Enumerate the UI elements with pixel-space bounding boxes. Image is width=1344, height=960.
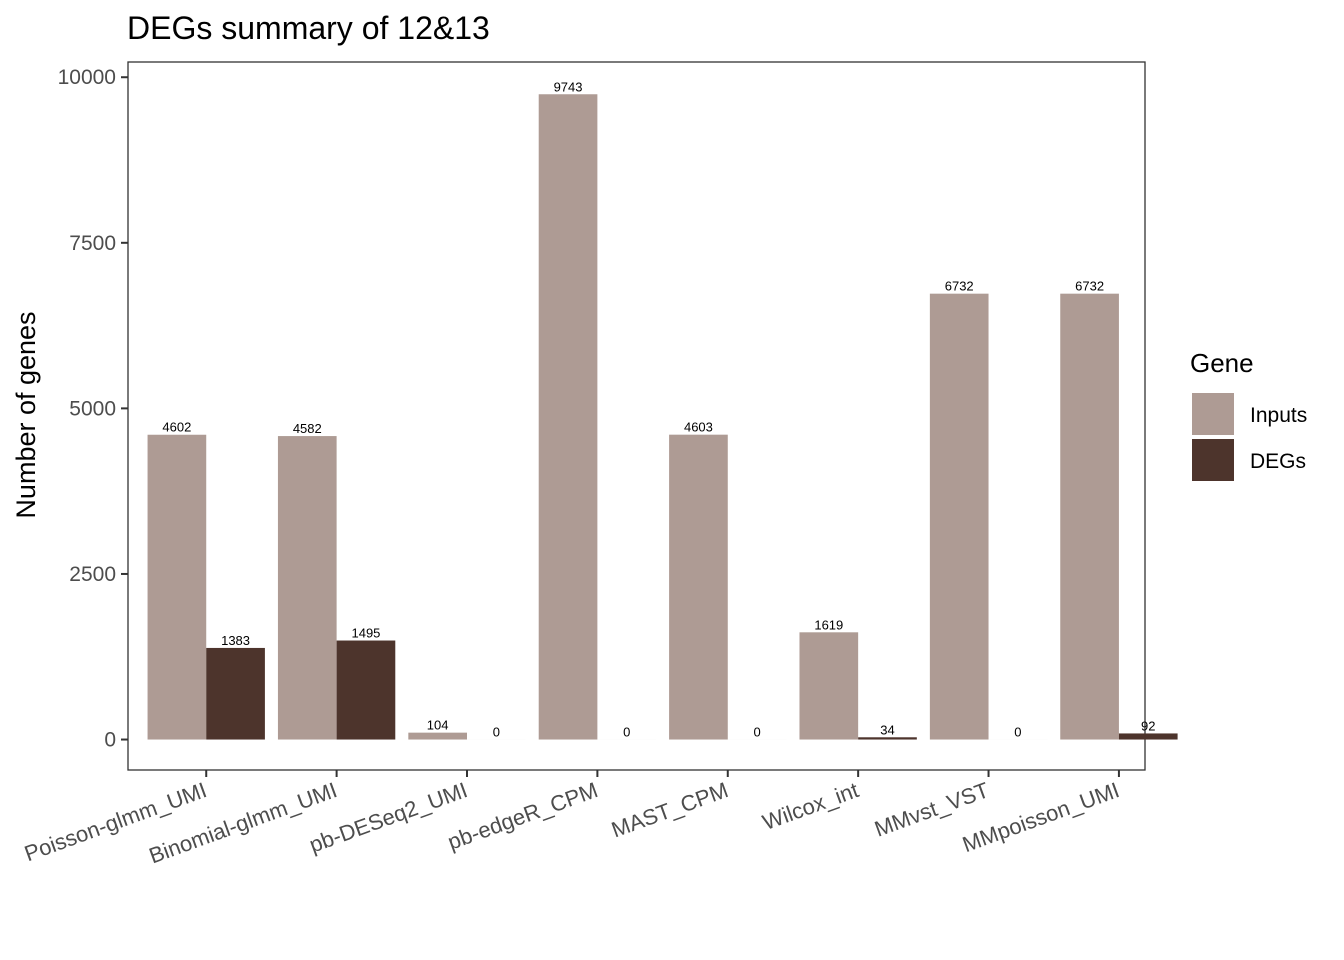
bar-inputs: [799, 632, 859, 740]
y-tick-label: 2500: [69, 563, 116, 586]
bar-inputs: [669, 434, 728, 740]
bar-inputs: [538, 94, 598, 740]
bar-degs: [858, 737, 917, 740]
bar-inputs: [929, 293, 989, 740]
bar-inputs: [277, 436, 337, 740]
bar-label: 6732: [945, 279, 974, 294]
bar-label: 6732: [1075, 279, 1104, 294]
legend-key-degs: [1192, 439, 1234, 481]
y-tick-label: 10000: [58, 66, 116, 89]
legend-title: Gene: [1190, 348, 1254, 378]
y-tick-label: 7500: [69, 232, 116, 255]
bar-degs: [1118, 733, 1178, 740]
bar-label: 4602: [162, 420, 191, 435]
bar-degs: [336, 640, 396, 740]
bar-inputs: [1060, 293, 1119, 740]
bar-label: 0: [623, 725, 630, 740]
bar-label: 104: [427, 718, 449, 733]
bar-label: 34: [880, 722, 894, 737]
x-tick-label: Wilcox_int: [759, 777, 862, 835]
bar-inputs: [147, 434, 207, 740]
bar-label: 0: [1014, 725, 1021, 740]
bar-label: 1495: [351, 626, 380, 641]
bar-degs: [206, 647, 265, 740]
bar-label: 1619: [814, 617, 843, 632]
bar-label: 4582: [293, 421, 322, 436]
bar-label: 4603: [684, 420, 713, 435]
plot-area: 02500500075001000046021383Poisson-glmm_U…: [21, 61, 1178, 868]
legend: Gene Inputs DEGs: [1190, 348, 1307, 481]
bar-label: 0: [493, 725, 500, 740]
legend-key-inputs: [1192, 393, 1234, 435]
bar-label: 1383: [221, 633, 250, 648]
legend-label-inputs: Inputs: [1250, 404, 1307, 427]
y-tick-label: 5000: [69, 397, 116, 420]
y-axis-title: Number of genes: [11, 311, 41, 518]
x-tick-label: pb-edgeR_CPM: [444, 777, 601, 854]
chart-title: DEGs summary of 12&13: [127, 10, 490, 46]
plot-border: [127, 61, 1146, 771]
x-tick-label: MAST_CPM: [608, 777, 731, 842]
y-tick-label: 0: [104, 729, 116, 752]
bar-label: 0: [753, 725, 760, 740]
bar-inputs: [408, 732, 467, 740]
bar-label: 92: [1141, 718, 1155, 733]
legend-label-degs: DEGs: [1250, 450, 1306, 473]
bar-label: 9743: [554, 79, 583, 94]
